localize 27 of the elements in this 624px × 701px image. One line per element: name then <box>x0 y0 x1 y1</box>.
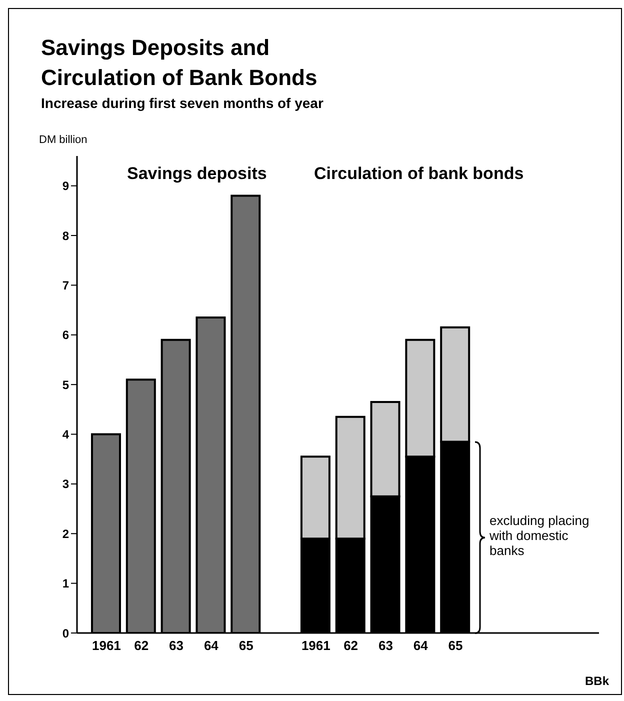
y-tick-label: 8 <box>62 228 70 243</box>
annotation: Circulation of bank bonds <box>314 164 524 184</box>
x-tick-label: 62 <box>134 638 149 654</box>
text: BBk <box>584 674 609 688</box>
x-tick-label: 63 <box>169 638 184 654</box>
y-tick-label: 5 <box>62 378 70 392</box>
x-tick-label: 64 <box>413 638 429 654</box>
y-tick-label: 0 <box>62 626 70 640</box>
y-tick-label: 3 <box>62 477 70 492</box>
chart-title: Savings Deposits and Circulation of Bank Bonds <box>41 34 318 92</box>
x-tick-label: 1961 <box>92 638 121 654</box>
y-tick-label: 9 <box>62 179 70 194</box>
chart-subtitle: Increase during first seven months of year <box>41 95 324 111</box>
x-tick-label: 64 <box>204 638 220 654</box>
series-label: excluding placing with domestic banks <box>490 513 590 558</box>
x-tick-label: 65 <box>238 638 254 654</box>
y-axis-title: DM billion <box>39 134 88 146</box>
y-tick-label: 1 <box>62 576 70 591</box>
y-tick-label: 6 <box>62 328 70 342</box>
y-tick-label: 4 <box>62 428 70 442</box>
x-tick-label: 1961 <box>301 638 330 654</box>
y-tick-label: 7 <box>62 278 70 292</box>
x-tick-label: 62 <box>344 638 358 654</box>
x-tick-label: 63 <box>378 638 393 654</box>
x-tick-label: 65 <box>448 638 463 654</box>
series-label: Savings deposits <box>127 164 267 184</box>
y-tick-label: 2 <box>62 526 70 541</box>
